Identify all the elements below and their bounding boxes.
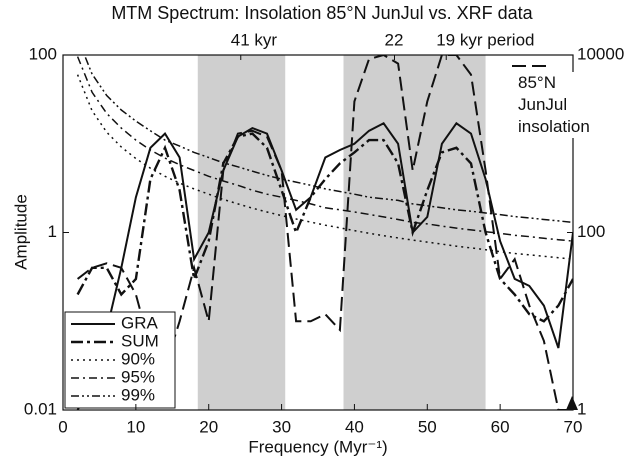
- y2-tick-label: 100: [577, 222, 605, 241]
- x-tick-label: 0: [58, 417, 67, 436]
- chart-title: MTM Spectrum: Insolation 85°N JunJul vs.…: [111, 3, 533, 23]
- top-tick-label: 41 kyr: [231, 30, 278, 49]
- plot-lines: [76, 55, 573, 410]
- y-tick-label: 1: [48, 222, 57, 241]
- x-tick-label: 10: [126, 417, 145, 436]
- x-tick-label: 60: [491, 417, 510, 436]
- legend-label: SUM: [121, 331, 159, 350]
- series-line: [83, 55, 573, 224]
- marker-triangle: [566, 396, 578, 410]
- legend-label: 95%: [121, 367, 155, 386]
- legend-label: 85°N JunJul insolation: [518, 73, 590, 136]
- x-tick-label: 40: [345, 417, 364, 436]
- y2-tick-label: 1: [577, 399, 586, 418]
- series-line: [76, 74, 573, 260]
- y-tick-label: 100: [29, 44, 57, 63]
- top-tick-label: 19 kyr period: [436, 30, 534, 49]
- series-line: [76, 56, 573, 242]
- legend-label: GRA: [121, 313, 159, 332]
- legend-label: 90%: [121, 349, 155, 368]
- x-tick-label: 50: [418, 417, 437, 436]
- x-axis-label: Frequency (Myr⁻¹): [248, 437, 387, 456]
- insolation-legend: 85°N JunJul insolation: [518, 72, 598, 138]
- bands: [197, 55, 486, 410]
- legend-label: 99%: [121, 385, 155, 404]
- x-tick-label: 20: [199, 417, 218, 436]
- y-axis-label: Amplitude: [11, 194, 30, 270]
- legend-box: [64, 311, 176, 409]
- y2-tick-label: 10000: [577, 44, 624, 63]
- x-tick-label: 70: [564, 417, 583, 436]
- shaded-band: [343, 55, 486, 410]
- top-tick-label: 22: [385, 30, 404, 49]
- x-tick-label: 30: [272, 417, 291, 436]
- series-line: [76, 121, 573, 410]
- series-line: [76, 132, 573, 323]
- y-tick-label: 0.01: [24, 399, 57, 418]
- shaded-band: [197, 55, 286, 410]
